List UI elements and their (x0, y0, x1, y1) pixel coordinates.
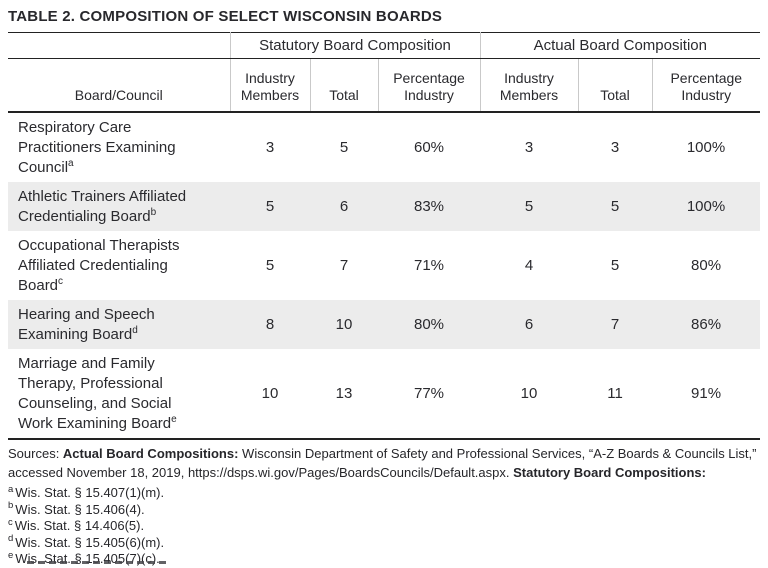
column-header-statutory-industry-members: Industry Members (229, 58, 310, 113)
sources-bold-actual: Actual Board Compositions: (62, 446, 239, 461)
cell-statutory-total: 7 (339, 256, 349, 274)
cell-actual-percentage-industry: 100% (686, 197, 726, 215)
cropped-text-sliver (27, 561, 169, 564)
cell-actual-percentage-industry: 91% (691, 384, 722, 402)
column-header-statutory-total: Total (309, 58, 378, 113)
board-name-cell: Hearing and Speech Examining Boardd (8, 300, 230, 349)
source-url: https://dsps.wi.gov/Pages/BoardsCouncils… (187, 464, 506, 480)
cell-actual-industry-members: 3 (524, 138, 534, 156)
board-name-cell: Respiratory Care Practitioners Examining… (8, 112, 230, 182)
table-header: Statutory Board Composition Actual Board… (8, 32, 761, 113)
board-name: Hearing and Speech Examining Board (18, 305, 155, 343)
sources-paragraph: Sources: Actual Board Compositions: Wisc… (8, 445, 760, 482)
board-name: Marriage and Family Therapy, Professiona… (18, 354, 172, 432)
footnote-text: Wis. Stat. § 14.406(5). (14, 518, 145, 533)
footnote-a: a Wis. Stat. § 15.407(1)(m). (8, 483, 760, 502)
cell-statutory-percentage-industry: 60% (413, 138, 445, 156)
table-row: Marriage and Family Therapy, Professiona… (8, 349, 760, 439)
footnote-c: c Wis. Stat. § 14.406(5). (8, 516, 760, 535)
cell-actual-industry-members: 10 (520, 384, 538, 402)
cell-statutory-total: 13 (335, 384, 353, 402)
cell-statutory-percentage-industry: 77% (413, 384, 445, 402)
group-header-row: Statutory Board Composition Actual Board… (8, 32, 761, 59)
cell-statutory-total: 6 (339, 197, 349, 215)
cell-actual-industry-members: 4 (524, 256, 534, 274)
cell-statutory-industry-members: 3 (265, 138, 275, 156)
cell-statutory-total: 5 (339, 138, 349, 156)
footnote-marker: e (171, 413, 177, 425)
table-row: Hearing and Speech Examining Boardd 8 10… (8, 300, 761, 349)
board-name-cell: Occupational Therapists Affiliated Crede… (8, 231, 230, 300)
footnotes-list: a Wis. Stat. § 15.407(1)(m). b Wis. Stat. … (8, 483, 760, 568)
board-name-cell: Marriage and Family Therapy, Professiona… (8, 349, 230, 439)
column-header-actual-percentage-industry: Percentage Industry (651, 58, 761, 113)
table-body: Respiratory Care Practitioners Examining… (8, 112, 761, 439)
cell-statutory-total: 10 (335, 315, 353, 333)
cell-actual-percentage-industry: 100% (686, 138, 726, 156)
footnote-b: b Wis. Stat. § 15.406(4). (8, 500, 760, 519)
column-header-board-council: Board/Council (8, 58, 230, 113)
cell-statutory-industry-members: 8 (265, 315, 275, 333)
footnote-marker: a (8, 483, 14, 495)
table-row: Athletic Trainers Affiliated Credentiali… (8, 182, 761, 231)
board-name: Athletic Trainers Affiliated Credentiali… (18, 187, 187, 225)
board-name: Respiratory Care Practitioners Examining… (18, 118, 176, 176)
sources-text: . (505, 464, 514, 480)
footnote-text: Wis. Stat. § 15.407(1)(m). (15, 485, 165, 500)
column-header-actual-total: Total (577, 58, 653, 113)
cell-actual-total: 5 (610, 197, 620, 215)
cell-actual-total: 3 (610, 138, 620, 156)
column-header-actual-industry-members: Industry Members (479, 58, 579, 113)
footnote-e: e Wis. Stat. § 15.405(7)(c). (8, 549, 760, 568)
footnote-marker: d (8, 533, 14, 545)
cell-statutory-industry-members: 5 (265, 197, 275, 215)
footnote-text: Wis. Stat. § 15.406(4). (15, 501, 145, 517)
cell-actual-total: 7 (610, 315, 620, 333)
table-row: Respiratory Care Practitioners Examining… (8, 112, 760, 182)
sources-bold-statutory: Statutory Board Compositions: (513, 464, 706, 480)
column-header-row: Board/Council Industry Members Total Per… (8, 58, 761, 113)
board-name: Occupational Therapists Affiliated Crede… (18, 236, 180, 294)
composition-table: Statutory Board Composition Actual Board… (8, 32, 761, 440)
cell-actual-total: 5 (610, 256, 620, 274)
group-header-actual: Actual Board Composition (479, 32, 761, 59)
cell-statutory-percentage-industry: 71% (413, 256, 445, 274)
cell-statutory-percentage-industry: 80% (413, 315, 445, 333)
table-title: TABLE 2. COMPOSITION OF SELECT WISCONSIN… (8, 8, 443, 25)
cell-actual-industry-members: 5 (524, 197, 534, 215)
table-row: Occupational Therapists Affiliated Crede… (8, 231, 760, 300)
cell-statutory-industry-members: 10 (261, 384, 279, 402)
footnote-d: d Wis. Stat. § 15.405(6)(m). (8, 533, 760, 552)
cell-statutory-industry-members: 5 (265, 256, 275, 274)
sources-label: Sources: (8, 446, 63, 461)
footnote-marker: b (8, 500, 14, 512)
cell-actual-total: 11 (607, 384, 623, 402)
footnote-marker: a (68, 157, 74, 169)
footnote-marker: b (150, 206, 157, 218)
board-name-cell: Athletic Trainers Affiliated Credentiali… (8, 182, 230, 231)
footnote-marker: c (58, 275, 64, 287)
cell-actual-percentage-industry: 86% (691, 315, 722, 333)
sources-text: Wisconsin Department of Safety and Profe… (8, 446, 757, 480)
footnote-marker: e (8, 549, 14, 561)
column-header-statutory-percentage-industry: Percentage Industry (377, 58, 481, 113)
group-header-statutory: Statutory Board Composition (229, 32, 481, 59)
footnote-text: Wis. Stat. § 15.405(6)(m). (15, 534, 165, 550)
footnote-marker: c (8, 516, 13, 528)
footnote-marker: d (132, 324, 138, 336)
cell-statutory-percentage-industry: 83% (413, 197, 445, 215)
cell-actual-percentage-industry: 80% (691, 256, 722, 274)
group-header-empty-cell (8, 32, 230, 59)
cell-actual-industry-members: 6 (524, 315, 534, 333)
